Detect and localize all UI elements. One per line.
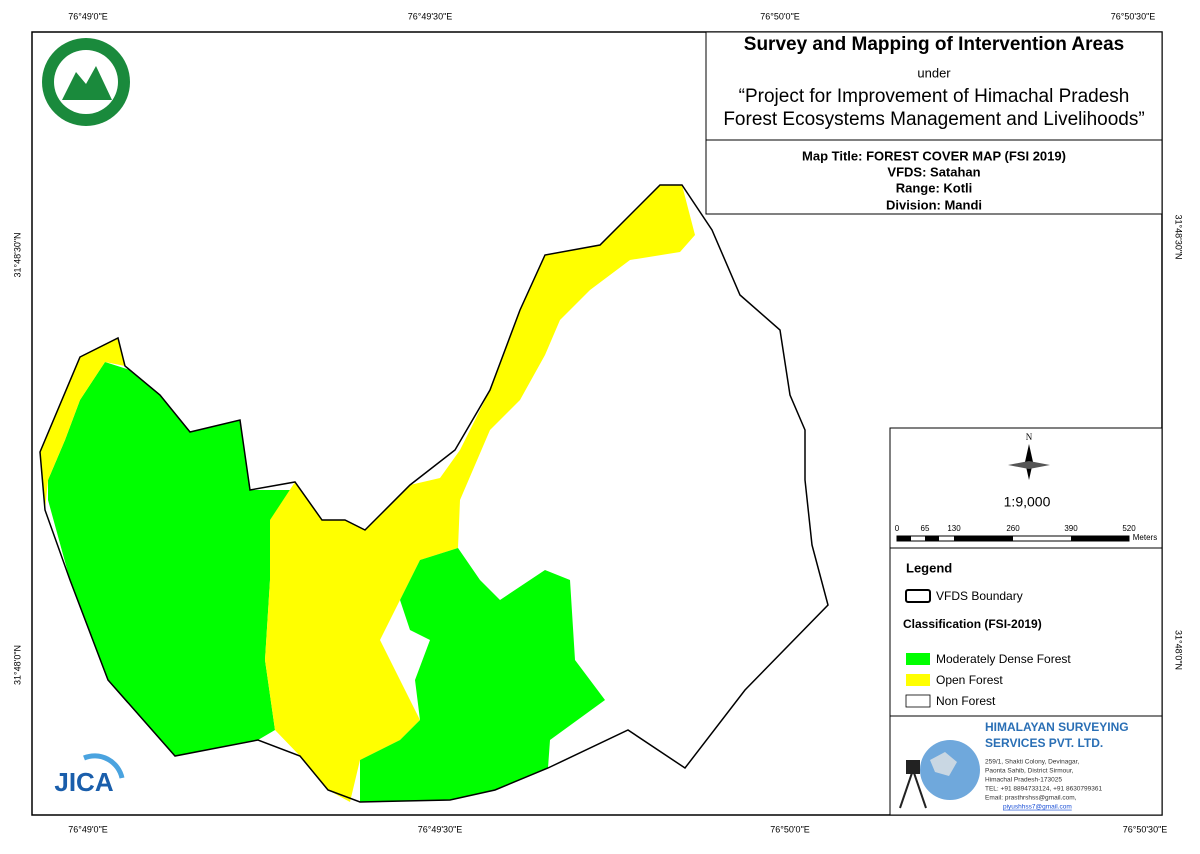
legend-swatch: [905, 589, 931, 603]
open-forest-area: [265, 185, 695, 802]
instrument: [906, 760, 920, 774]
legend-label: Open Forest: [936, 673, 1003, 687]
scale-tick: 390: [1064, 524, 1078, 533]
scale-unit: Meters: [1133, 533, 1157, 542]
title-box: [705, 31, 1163, 215]
address-line: Paonta Sahib, District Sirmour,: [985, 768, 1074, 775]
scale-segment: [954, 536, 1013, 541]
map-info: Map Title: FOREST COVER MAP (FSI 2019): [802, 148, 1066, 163]
map-info: Range: Kotli: [896, 180, 973, 195]
jica-logo: JICA: [54, 753, 125, 797]
forest-logo: [42, 38, 130, 126]
scale-tick: 260: [1006, 524, 1020, 533]
address-line: piyushhss7@gmail.com: [1003, 804, 1072, 811]
subtitle: under: [917, 65, 951, 80]
scale-bar: 0 65 130 260 390 520 Meters: [895, 524, 1157, 542]
scale-segment: [925, 536, 939, 541]
company-logo: [899, 740, 980, 809]
project-name: “Project for Improvement of Himachal Pra…: [739, 86, 1130, 107]
logo-arc: [83, 753, 125, 779]
scale-tick: 0: [895, 524, 900, 533]
coord: 31°48'0"N: [1174, 630, 1184, 670]
address-line: 259/1, Shakti Colony, Devinagar,: [985, 759, 1079, 766]
coord: 76°49'30"E: [418, 824, 463, 834]
logo-mountain: [62, 66, 112, 100]
coordinates: 76°49'0"E 76°49'30"E 76°50'0"E 76°50'30"…: [12, 11, 1183, 834]
coord: 76°50'0"E: [770, 824, 810, 834]
coord: 76°49'0"E: [68, 824, 108, 834]
open-forest-area: [40, 338, 125, 510]
logo-text: JICA: [54, 767, 113, 797]
coord: 31°48'30"N: [1174, 214, 1184, 259]
coord: 31°48'30"N: [12, 232, 22, 277]
coord: 76°49'0"E: [68, 11, 108, 21]
coord: 76°50'30"E: [1111, 11, 1156, 21]
address-line: Himachal Pradesh-173025: [985, 777, 1062, 784]
map-info: VFDS: Satahan: [887, 164, 980, 179]
tripod: [899, 769, 914, 809]
project-name: Forest Ecosystems Management and Livelih…: [723, 109, 1144, 130]
coord: 76°50'0"E: [760, 11, 800, 21]
legend-label: Moderately Dense Forest: [936, 652, 1071, 666]
address-line: TEL: +91 8894733124, +91 8630799361: [985, 786, 1102, 793]
scale-tick: 130: [947, 524, 961, 533]
scale-segment: [1071, 536, 1129, 541]
company-name: HIMALAYAN SURVEYING: [985, 720, 1129, 734]
coord: 76°50'30"E: [1123, 824, 1168, 834]
company-address: 259/1, Shakti Colony, Devinagar, Paonta …: [985, 759, 1102, 811]
legend-title: Legend: [906, 560, 952, 575]
legend-label: VFDS Boundary: [936, 589, 1023, 603]
title: Survey and Mapping of Intervention Areas: [744, 34, 1124, 55]
company-name: SERVICES PVT. LTD.: [985, 736, 1103, 750]
north-label: N: [1026, 432, 1033, 442]
logo-center: [54, 50, 118, 114]
map-frame: [31, 31, 1163, 816]
coord: 76°49'30"E: [408, 11, 453, 21]
legend-swatch: [906, 653, 930, 665]
dense-forest-area: [360, 548, 605, 802]
tripod: [912, 769, 927, 809]
scale-segment: [897, 536, 911, 541]
legend-swatch: [906, 674, 930, 686]
legend-label: Non Forest: [936, 694, 996, 708]
vfds-boundary: [39, 184, 829, 803]
scale-tick: 65: [921, 524, 930, 533]
map-info: Division: Mandi: [886, 197, 982, 212]
dense-forest-area: [48, 362, 290, 756]
legend-subtitle: Classification (FSI-2019): [903, 617, 1042, 631]
globe-land: [930, 752, 957, 776]
scale-ratio: 1:9,000: [1004, 494, 1051, 510]
address-line: Email: prasthrshss@gmail.com,: [985, 795, 1077, 802]
coord: 31°48'0"N: [12, 645, 22, 685]
north-arrow: [1008, 461, 1050, 469]
legend-swatch: [905, 694, 931, 708]
scale-tick: 520: [1122, 524, 1136, 533]
